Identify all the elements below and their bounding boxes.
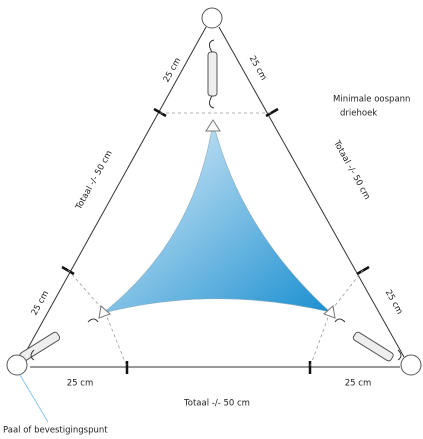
frame (22, 26, 405, 374)
note: driehoek (340, 109, 377, 119)
note: Minimale oospann (333, 95, 410, 105)
label: 25 cm (383, 288, 405, 316)
label: Totaal -/- 50 cm (183, 399, 250, 409)
leader-line (19, 374, 49, 423)
turnbuckles (19, 39, 402, 362)
corner-rings (98, 119, 336, 319)
label: 25 cm (67, 379, 93, 389)
post-label: Paal of bevestigingspunt (3, 426, 108, 436)
label: 25 cm (162, 56, 184, 84)
posts (6, 7, 422, 376)
sail (102, 121, 332, 314)
label: Totaal -/- 50 cm (331, 138, 372, 201)
label: 25 cm (345, 379, 371, 389)
dashed-guides (67, 112, 364, 368)
label: 25 cm (247, 54, 269, 82)
label: 25 cm (30, 289, 52, 317)
